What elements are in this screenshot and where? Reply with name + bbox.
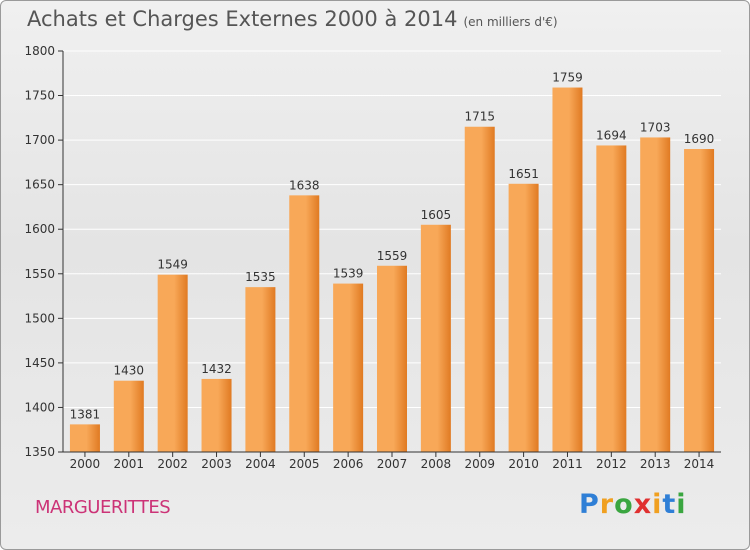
value-label: 1759 <box>552 71 583 85</box>
x-tick-label: 2007 <box>377 457 408 471</box>
y-tick-label: 1550 <box>24 267 55 281</box>
chart-subtitle: (en milliers d'€) <box>463 15 558 29</box>
x-tick-label: 2012 <box>596 457 627 471</box>
y-tick-label: 1350 <box>24 445 55 459</box>
x-tick-label: 2001 <box>114 457 145 471</box>
x-tick-label: 2013 <box>640 457 671 471</box>
logo-letter: t <box>662 489 677 520</box>
bar-2013[interactable] <box>640 137 671 452</box>
value-label: 1638 <box>289 178 320 192</box>
y-tick-label: 1450 <box>24 356 55 370</box>
bar-2014[interactable] <box>684 149 715 452</box>
chart-title: Achats et Charges Externes 2000 à 2014 (e… <box>27 7 558 31</box>
bar-2004[interactable] <box>245 287 276 452</box>
x-tick-label: 2003 <box>201 457 232 471</box>
value-label: 1605 <box>421 208 452 222</box>
value-label: 1694 <box>596 128 627 142</box>
value-label: 1715 <box>464 110 495 124</box>
value-label: 1703 <box>640 120 671 134</box>
logo-letter: o <box>614 489 634 520</box>
axes <box>58 50 721 457</box>
proxiti-logo[interactable]: Proxiti <box>579 489 687 520</box>
bar-2009[interactable] <box>464 126 495 452</box>
logo-letter: x <box>633 489 653 520</box>
x-tick-label: 2009 <box>464 457 495 471</box>
value-label: 1430 <box>114 364 145 378</box>
y-tick-label: 1650 <box>24 178 55 192</box>
x-tick-label: 2004 <box>245 457 276 471</box>
value-label: 1549 <box>157 258 188 272</box>
logo-letter: i <box>652 489 663 520</box>
logo-letter: r <box>599 489 615 520</box>
y-tick-label: 1400 <box>24 400 55 414</box>
bar-2011[interactable] <box>552 87 583 452</box>
value-label: 1559 <box>377 249 408 263</box>
x-tick-label: 2011 <box>552 457 583 471</box>
labels: 1350 1400 1450 1500 1550 1600 1650 1700 1750 1800… <box>24 44 714 471</box>
bar-2003[interactable] <box>201 378 232 452</box>
town-name: MARGUERITTES <box>35 497 171 518</box>
x-tick-label: 2010 <box>508 457 539 471</box>
y-tick-label: 1800 <box>24 44 55 58</box>
bar-2006[interactable] <box>333 283 364 452</box>
y-tick-label: 1700 <box>24 133 55 147</box>
logo-letter: P <box>579 489 600 520</box>
value-label: 1535 <box>245 270 276 284</box>
bar-2002[interactable] <box>157 274 188 452</box>
x-tick-label: 2006 <box>333 457 364 471</box>
value-label: 1381 <box>70 407 101 421</box>
x-tick-label: 2014 <box>684 457 715 471</box>
bar-2010[interactable] <box>508 183 539 452</box>
bar-2012[interactable] <box>596 145 627 453</box>
logo-letter: i <box>676 489 687 520</box>
value-label: 1651 <box>508 167 539 181</box>
x-tick-label: 2000 <box>70 457 101 471</box>
y-tick-label: 1600 <box>24 222 55 236</box>
bar-2007[interactable] <box>377 265 407 452</box>
y-tick-label: 1500 <box>24 311 55 325</box>
bars <box>69 87 715 453</box>
bar-2008[interactable] <box>420 224 451 452</box>
x-tick-label: 2002 <box>157 457 188 471</box>
x-tick-label: 2008 <box>421 457 452 471</box>
value-label: 1690 <box>684 132 715 146</box>
chart-title-text: Achats et Charges Externes 2000 à 2014 <box>27 7 458 31</box>
x-tick-label: 2005 <box>289 457 320 471</box>
bar-2000[interactable] <box>69 424 100 452</box>
bar-2001[interactable] <box>113 380 144 452</box>
value-label: 1432 <box>201 362 232 376</box>
bar-2005[interactable] <box>289 195 320 453</box>
y-tick-label: 1750 <box>24 89 55 103</box>
value-label: 1539 <box>333 267 364 281</box>
